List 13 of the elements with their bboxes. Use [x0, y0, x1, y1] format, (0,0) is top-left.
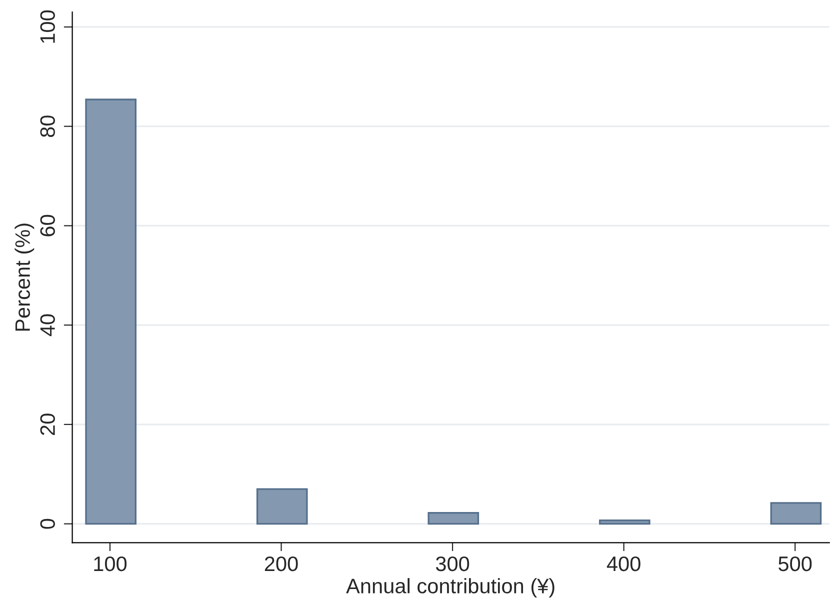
y-tick-label: 60	[40, 214, 55, 236]
x-tick-label: 300	[436, 556, 470, 572]
y-tick-label: 0	[40, 518, 55, 529]
x-tick-label: 500	[778, 556, 812, 572]
x-axis-title: Annual contribution (¥)	[346, 578, 554, 598]
y-tick-label: 20	[40, 414, 55, 435]
x-tick-label: 400	[606, 556, 640, 572]
y-tick-label: 80	[40, 116, 55, 138]
y-axis-title: Percent (%)	[14, 224, 34, 331]
x-tick-label: 200	[264, 556, 298, 572]
y-tick-label: 100	[40, 10, 55, 43]
y-tick-label: 40	[40, 314, 55, 336]
x-tick-label: 100	[94, 556, 127, 572]
